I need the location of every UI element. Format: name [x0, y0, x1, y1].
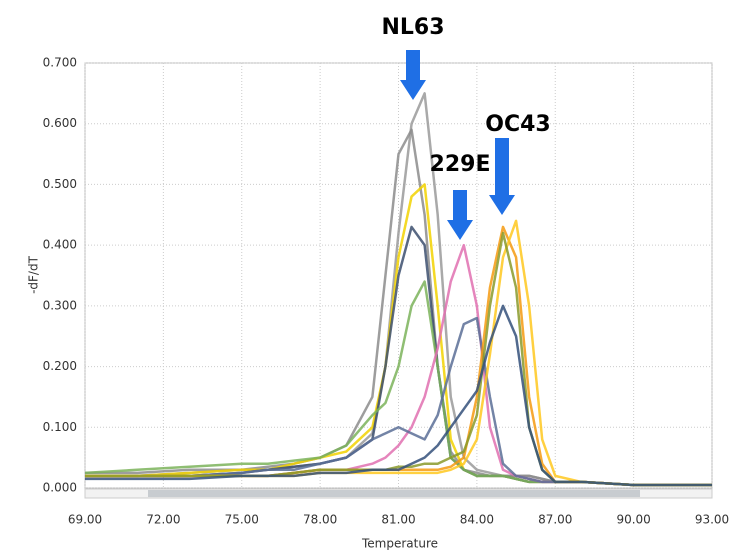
- y-axis-label: -dF/dT: [27, 255, 41, 294]
- annotation-arrow: [447, 190, 473, 240]
- y-tick-label: 0.700: [43, 56, 77, 70]
- annotation: 229E: [430, 152, 491, 177]
- scrollbar-thumb[interactable]: [148, 490, 640, 497]
- x-tick-label: 75.00: [225, 513, 259, 527]
- series-line: [85, 316, 712, 487]
- x-axis-label: Temperature: [361, 537, 438, 551]
- annotation-arrow: [489, 138, 515, 215]
- y-tick-label: 0.200: [43, 359, 77, 373]
- x-tick-label: 87.00: [538, 513, 572, 527]
- y-tick-label: 0.600: [43, 116, 77, 130]
- y-tick-label: 0.500: [43, 177, 77, 191]
- x-tick-label: 90.00: [616, 513, 650, 527]
- series-line: [85, 304, 712, 487]
- x-tick-label: 72.00: [146, 513, 180, 527]
- y-tick-label: 0.100: [43, 420, 77, 434]
- annotation: NL63: [381, 15, 444, 40]
- x-tick-label: 84.00: [460, 513, 494, 527]
- y-tick-label: 0.400: [43, 238, 77, 252]
- y-tick-label: 0.000: [43, 481, 77, 495]
- x-tick-label: 81.00: [381, 513, 415, 527]
- x-tick-label: 78.00: [303, 513, 337, 527]
- y-tick-label: 0.300: [43, 298, 77, 312]
- annotation: OC43: [485, 112, 550, 137]
- annotation-arrow: [400, 50, 426, 100]
- x-tick-label: 93.00: [695, 513, 729, 527]
- series-line: [85, 128, 712, 487]
- x-tick-label: 69.00: [68, 513, 102, 527]
